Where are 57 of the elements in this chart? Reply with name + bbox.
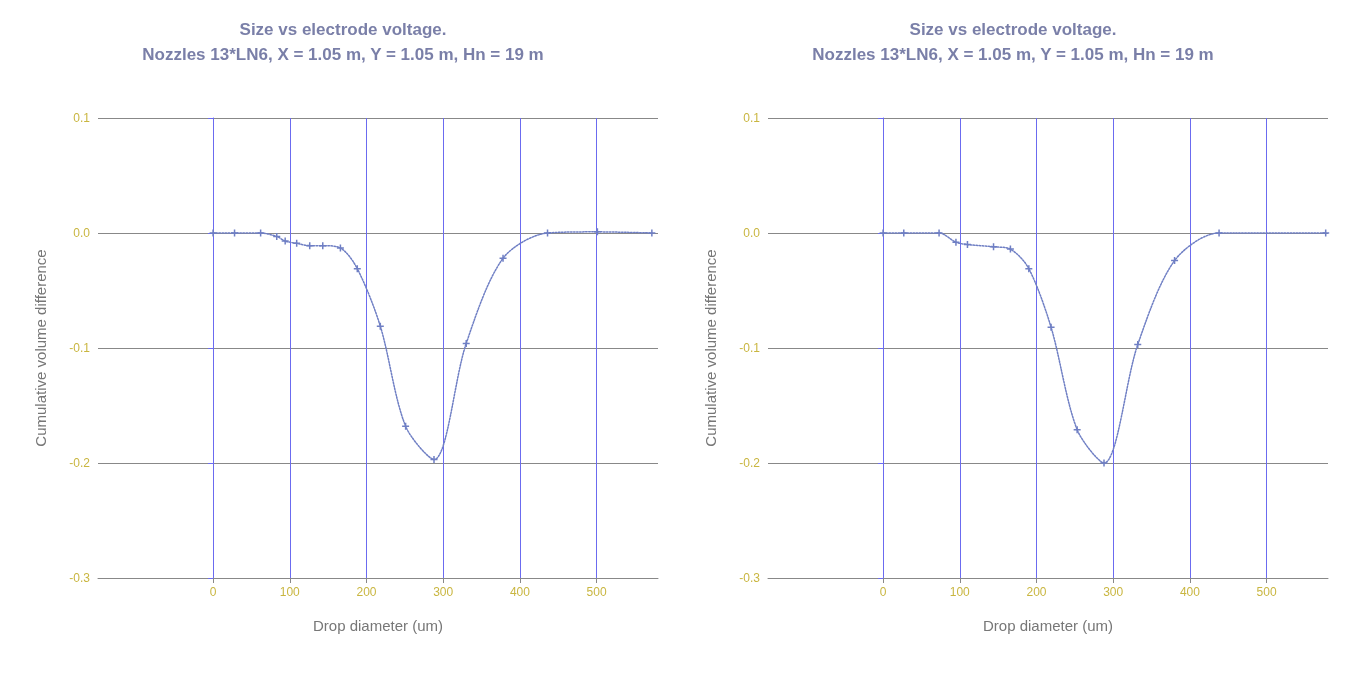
x-tick-label: 100 <box>949 585 971 599</box>
point <box>280 236 290 246</box>
y-tick-label: 0.0 <box>73 226 91 240</box>
x-tick-label: 300 <box>433 585 454 599</box>
y-tick-label: 0.1 <box>73 111 91 125</box>
x-tick-label: 200 <box>356 585 377 599</box>
point <box>461 339 471 348</box>
x-tick-label: 200 <box>1026 585 1047 599</box>
y-tick-label: -0.1 <box>69 341 91 355</box>
y-tick-label: 0.0 <box>743 226 761 240</box>
x-axis-title: Drop diameter (um) <box>312 617 444 634</box>
y-tick-label: -0.2 <box>69 456 91 470</box>
point <box>899 228 909 238</box>
point <box>230 228 239 238</box>
y-tick-label: 0.1 <box>743 111 761 125</box>
x-tick-label: 100 <box>279 585 301 599</box>
point <box>429 455 439 464</box>
chart-subtitle: Nozzles 13*LN6, X = 1.05 m, Y = 1.05 m, Hn = 19 m <box>812 45 1214 64</box>
point <box>878 228 888 238</box>
point <box>989 242 998 252</box>
y-axis-title: Cumulative volume difference <box>32 249 49 447</box>
y-tick-label: -0.3 <box>739 571 761 585</box>
point <box>934 228 944 238</box>
point <box>401 421 410 431</box>
point <box>1099 458 1109 468</box>
y-tick-label: -0.2 <box>739 456 761 470</box>
x-tick-label: 500 <box>1256 585 1277 599</box>
point <box>318 241 328 250</box>
point <box>543 228 552 238</box>
point <box>593 227 602 237</box>
y-axis-title: Cumulative volume difference <box>702 249 719 447</box>
y-tick-label: -0.1 <box>739 341 761 355</box>
point <box>208 228 218 238</box>
point <box>1046 323 1056 332</box>
point <box>1214 228 1224 238</box>
point <box>1072 425 1082 434</box>
point <box>951 237 961 247</box>
x-axis-title: Drop diameter (um) <box>982 617 1114 634</box>
point <box>498 254 508 263</box>
x-tick-label: 400 <box>1179 585 1201 599</box>
point <box>376 321 385 331</box>
x-tick-label: 500 <box>586 585 607 599</box>
point <box>256 228 265 238</box>
point <box>1133 340 1142 349</box>
y-tick-label: -0.3 <box>69 571 91 585</box>
point <box>1321 228 1330 238</box>
x-tick-label: 0 <box>879 585 887 599</box>
chart-title: Size vs electrode voltage. <box>239 20 447 39</box>
x-tick-label: 300 <box>1103 585 1124 599</box>
point <box>647 228 657 238</box>
point <box>1006 244 1015 254</box>
point <box>1024 264 1034 273</box>
x-tick-label: 0 <box>209 585 217 599</box>
chart-subtitle: Nozzles 13*LN6, X = 1.05 m, Y = 1.05 m, Hn = 19 m <box>142 45 544 64</box>
point <box>336 243 345 253</box>
chart-title: Size vs electrode voltage. <box>909 20 1117 39</box>
x-tick-label: 400 <box>509 585 531 599</box>
